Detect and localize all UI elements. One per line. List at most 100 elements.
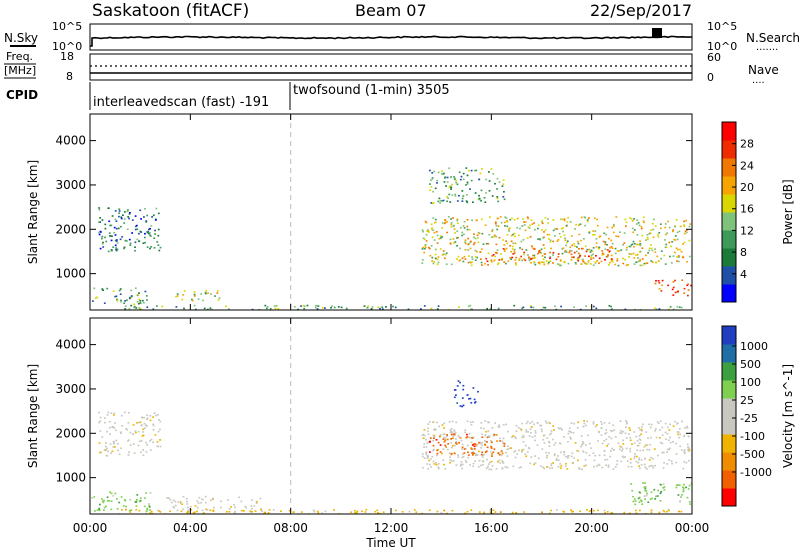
range-cell xyxy=(488,463,490,465)
range-cell xyxy=(548,421,550,424)
range-cell xyxy=(466,225,469,228)
range-cell xyxy=(548,238,550,240)
range-cell xyxy=(437,261,440,264)
range-cell xyxy=(584,444,587,446)
range-cell xyxy=(576,427,579,429)
range-cell xyxy=(605,464,607,466)
range-cell xyxy=(557,455,559,457)
range-cell xyxy=(483,440,486,442)
range-cell xyxy=(451,431,453,433)
range-cell xyxy=(628,433,630,435)
range-cell xyxy=(580,263,583,265)
range-cell xyxy=(552,252,555,254)
range-cell xyxy=(640,500,643,503)
range-cell xyxy=(657,489,659,492)
range-cell xyxy=(149,492,152,494)
nsearch-label: N.Search xyxy=(746,31,800,45)
range-cell xyxy=(659,500,662,502)
range-cell xyxy=(488,468,491,471)
range-cell xyxy=(474,460,476,462)
range-cell xyxy=(493,448,496,450)
range-cell xyxy=(423,434,426,437)
range-cell xyxy=(523,253,525,256)
range-cell xyxy=(134,228,137,231)
range-cell xyxy=(491,230,494,233)
range-cell xyxy=(622,439,624,442)
range-cell xyxy=(505,217,508,219)
range-cell xyxy=(473,242,476,244)
range-cell xyxy=(115,227,118,230)
range-cell xyxy=(261,510,263,512)
range-cell xyxy=(597,248,600,250)
range-cell xyxy=(430,307,433,310)
range-cell xyxy=(552,262,554,264)
range-cell xyxy=(143,497,146,499)
range-cell xyxy=(142,428,145,431)
range-cell xyxy=(543,247,546,249)
range-cell xyxy=(136,494,139,496)
range-cell xyxy=(436,421,438,424)
range-cell xyxy=(150,510,153,513)
range-cell xyxy=(139,230,142,233)
range-cell xyxy=(203,307,206,310)
range-cell xyxy=(662,467,665,469)
range-cell xyxy=(212,510,215,512)
range-cell xyxy=(495,434,498,436)
range-cell xyxy=(137,430,140,433)
range-cell xyxy=(679,500,681,502)
range-cell xyxy=(117,227,120,230)
range-cell xyxy=(197,298,200,300)
range-cell xyxy=(179,501,182,503)
range-cell xyxy=(626,421,628,424)
range-cell xyxy=(495,235,498,238)
range-cell xyxy=(549,239,552,242)
range-cell xyxy=(145,220,148,222)
range-cell xyxy=(108,232,111,234)
range-cell xyxy=(555,457,558,460)
range-cell xyxy=(559,260,562,262)
range-cell xyxy=(606,458,609,461)
range-cell xyxy=(443,422,446,425)
range-cell xyxy=(483,453,486,456)
range-cell xyxy=(648,249,651,252)
range-cell xyxy=(524,221,527,223)
scatter-region xyxy=(453,380,479,408)
range-cell xyxy=(98,209,101,211)
range-cell xyxy=(534,432,537,434)
range-cell xyxy=(120,496,123,498)
range-cell xyxy=(635,261,638,263)
range-cell xyxy=(151,512,154,514)
range-cell xyxy=(148,228,150,231)
range-cell xyxy=(457,222,459,224)
range-cell xyxy=(504,225,506,227)
range-cell xyxy=(529,236,532,238)
range-cell xyxy=(675,461,678,464)
range-cell xyxy=(429,437,432,439)
range-cell xyxy=(582,450,585,452)
range-cell xyxy=(212,509,215,512)
range-cell xyxy=(532,254,534,257)
range-cell xyxy=(526,237,529,239)
range-cell xyxy=(614,466,617,468)
range-cell xyxy=(682,490,685,493)
range-cell xyxy=(668,509,670,512)
range-cell xyxy=(462,260,465,263)
range-cell xyxy=(515,264,517,266)
range-cell xyxy=(677,433,679,436)
range-cell xyxy=(490,445,493,448)
range-cell xyxy=(639,244,642,247)
range-cell xyxy=(632,495,634,498)
range-cell xyxy=(452,437,454,439)
range-cell xyxy=(611,247,614,250)
range-cell xyxy=(450,176,452,179)
range-cell xyxy=(196,510,198,513)
range-cell xyxy=(690,482,692,485)
range-cell xyxy=(442,199,445,202)
range-cell xyxy=(539,238,541,241)
range-cell xyxy=(443,433,446,435)
range-cell xyxy=(148,506,151,508)
range-cell xyxy=(503,248,506,251)
range-cell xyxy=(196,500,199,502)
range-cell xyxy=(570,235,573,237)
range-cell xyxy=(122,214,124,216)
